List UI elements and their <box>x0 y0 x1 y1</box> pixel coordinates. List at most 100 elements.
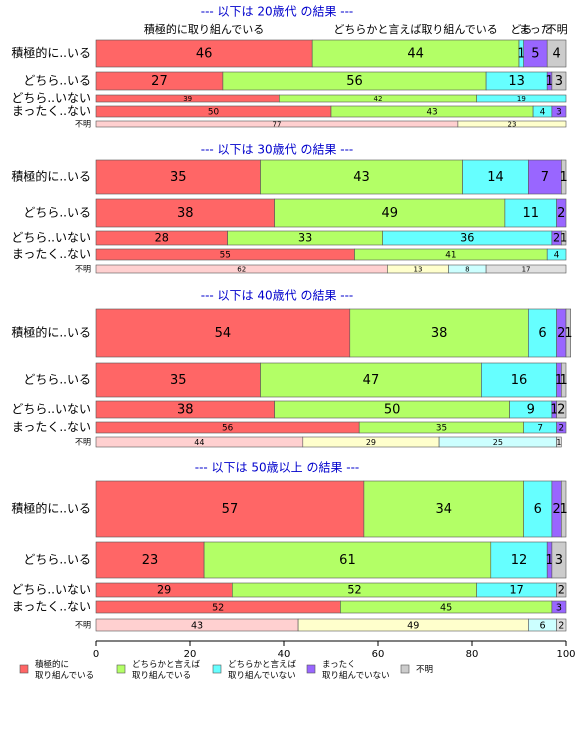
row-label: まったく..ない <box>12 600 91 614</box>
legend-label: 不明 <box>416 665 433 675</box>
segment-label: 13 <box>413 266 422 274</box>
segment-label: 38 <box>431 326 448 341</box>
segment-label: 36 <box>460 232 474 245</box>
segment-label: 42 <box>374 95 383 103</box>
legend-line: どちらかと言えば <box>228 659 297 670</box>
row-label: どちら..いない <box>11 402 91 416</box>
segment-label: 35 <box>170 373 187 388</box>
bar-segment <box>95 308 351 358</box>
segment-label: 2 <box>553 232 560 245</box>
segment-label: 6 <box>539 621 545 632</box>
legend-line: 取り組んでいない <box>228 670 296 681</box>
row-label: 積極的に..いる <box>11 325 91 340</box>
row-label: 積極的に..いる <box>11 45 91 60</box>
segment-label: 23 <box>507 121 516 129</box>
legend-swatch <box>306 664 316 674</box>
bar-segment <box>462 159 529 195</box>
segment-label: 3 <box>555 74 563 89</box>
bar-segment <box>551 71 567 91</box>
bar-segment <box>95 198 275 228</box>
bar-segment <box>485 264 567 274</box>
bar-segment <box>476 94 567 103</box>
bar-segment <box>551 105 567 118</box>
segment-label: 47 <box>363 373 380 388</box>
bar-segment <box>556 421 567 434</box>
segment-label: 1 <box>560 170 568 185</box>
legend-swatch <box>19 664 29 674</box>
segment-label: 2 <box>558 584 565 597</box>
segment-label: 23 <box>142 553 159 568</box>
row-label: 積極的に..いる <box>11 169 91 184</box>
segment-label: 49 <box>407 621 419 632</box>
row-label: まったく..ない <box>12 104 91 118</box>
bar-segment <box>95 159 261 195</box>
x-tick-label: 60 <box>372 649 385 660</box>
legend-label: どちらかと言えば取り組んでいない <box>228 659 297 681</box>
x-tick-label: 20 <box>184 649 197 660</box>
bar-segment <box>349 308 529 358</box>
row-label: どちら..いる <box>23 74 91 88</box>
bar-segment <box>546 248 567 261</box>
bar-segment <box>560 362 567 398</box>
segment-label: 5 <box>531 47 539 62</box>
segment-label: 38 <box>177 403 194 418</box>
x-tick-label: 100 <box>556 649 575 660</box>
segment-label: 3 <box>555 553 563 568</box>
segment-label: 50 <box>208 108 220 118</box>
segment-label: 1 <box>564 326 572 341</box>
x-tick-label: 40 <box>278 649 291 660</box>
bar-segment <box>504 198 557 228</box>
segment-label: 4 <box>540 108 546 118</box>
segment-label: 43 <box>426 108 437 118</box>
segment-label: 39 <box>183 95 192 103</box>
segment-label: 52 <box>212 603 224 614</box>
segment-label: 77 <box>272 121 281 129</box>
segment-label: 50 <box>384 403 401 418</box>
segment-label: 25 <box>493 438 503 447</box>
bar-segment <box>546 39 567 68</box>
segment-label: 2 <box>557 206 565 221</box>
column-label: どち <box>510 23 532 36</box>
segment-label: 1 <box>550 403 558 418</box>
column-label: どちらかと言えば取り組んでいる <box>333 23 497 36</box>
segment-label: 62 <box>237 266 246 274</box>
segment-label: 56 <box>346 74 363 89</box>
segment-label: 29 <box>157 584 171 597</box>
bar-segment <box>560 159 567 195</box>
column-label: まった <box>519 23 552 36</box>
row-label: 不明 <box>75 438 91 447</box>
segment-label: 8 <box>465 266 469 274</box>
bar-segment <box>556 400 567 419</box>
bar-segment <box>556 582 567 598</box>
row-label: どちら..いる <box>23 553 91 567</box>
legend-line: 取り組んでいない <box>322 670 390 681</box>
legend-line: 取り組んでいる <box>132 670 191 681</box>
row-label: どちら..いる <box>23 373 91 387</box>
segment-label: 35 <box>170 170 187 185</box>
legend-swatch <box>212 664 222 674</box>
bar-segment <box>523 480 553 538</box>
segment-label: 33 <box>298 232 312 245</box>
panel-title: --- 以下は 50歳以上 の結果 --- <box>195 461 360 475</box>
row-label: まったく..ない <box>12 247 91 261</box>
segment-label: 38 <box>177 206 194 221</box>
bar-segment <box>481 362 557 398</box>
panel-title: --- 以下は 40歳代 の結果 --- <box>201 289 354 303</box>
legend-label: 積極的に取り組んでいる <box>35 659 94 681</box>
bar-segment <box>556 618 567 632</box>
segment-label: 44 <box>407 47 424 62</box>
column-label: 不明 <box>546 23 568 36</box>
segment-label: 2 <box>552 502 560 517</box>
segment-label: 35 <box>436 424 447 434</box>
legend-label: まったく取り組んでいない <box>322 660 390 681</box>
segment-label: 1 <box>517 47 525 62</box>
legend-line: 積極的に <box>35 659 69 670</box>
row-label: どちら..いない <box>11 91 91 105</box>
segment-label: 29 <box>366 438 376 447</box>
panel-title: --- 以下は 30歳代 の結果 --- <box>201 143 354 157</box>
segment-label: 19 <box>517 95 526 103</box>
segment-label: 7 <box>541 170 549 185</box>
segment-label: 61 <box>339 553 356 568</box>
row-label: 不明 <box>75 120 91 129</box>
